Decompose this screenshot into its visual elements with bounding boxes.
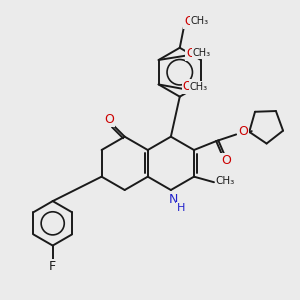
Text: CH₃: CH₃ [191,16,209,26]
Text: H: H [177,203,185,213]
Text: O: O [238,124,248,138]
Text: O: O [221,154,231,166]
Text: CH₃: CH₃ [190,82,208,92]
Text: O: O [184,15,193,28]
Text: CH₃: CH₃ [193,48,211,58]
Text: O: O [104,113,114,127]
Text: CH₃: CH₃ [215,176,235,186]
Text: O: O [186,47,195,60]
Text: F: F [49,260,56,273]
Text: N: N [168,194,178,206]
Text: O: O [183,80,192,93]
